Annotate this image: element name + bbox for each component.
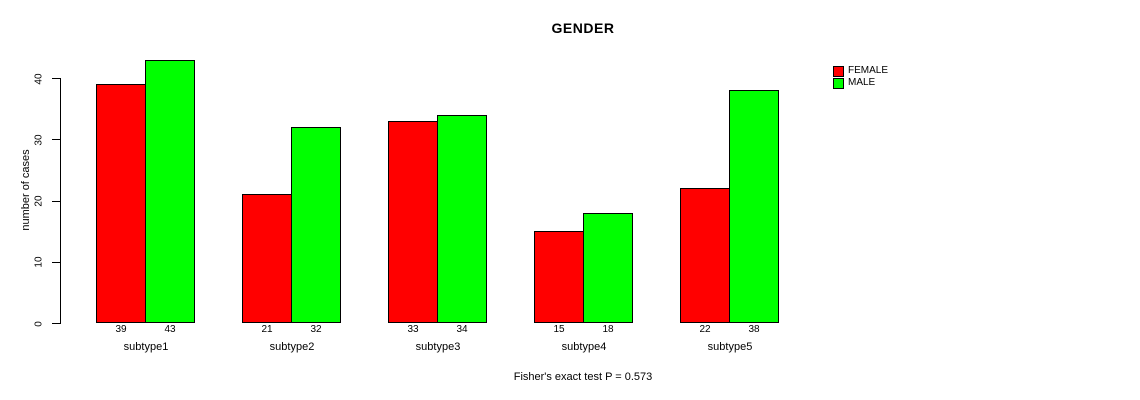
bar-male-subtype5 [729,90,779,323]
bar-female-subtype3 [388,121,438,323]
y-axis-line [60,78,61,324]
bar-value-label-male-subtype2: 32 [310,324,322,335]
x-category-label-subtype1: subtype1 [123,341,169,353]
bar-female-subtype2 [242,194,292,323]
bar-value-label-female-subtype3: 33 [407,324,419,335]
x-category-label-subtype3: subtype3 [415,341,461,353]
y-tick-label-40: 40 [33,72,45,85]
legend-label-male: MALE [848,77,876,88]
y-tick-10 [52,261,60,263]
bar-value-label-female-subtype2: 21 [261,324,273,335]
y-tick-label-30: 30 [33,134,45,146]
bar-male-subtype3 [437,115,487,323]
bar-value-label-female-subtype5: 22 [699,324,711,335]
chart-title: GENDER [551,20,615,36]
legend: FEMALE MALE [833,65,888,89]
legend-item-male: MALE [833,77,888,89]
y-tick-label-10: 10 [33,256,45,268]
bar-female-subtype4 [534,231,584,323]
x-category-label-subtype4: subtype4 [561,341,607,353]
bar-male-subtype1 [145,60,195,323]
legend-item-female: FEMALE [833,65,888,77]
bar-value-label-male-subtype3: 34 [456,324,468,335]
bar-value-label-female-subtype4: 15 [553,324,565,335]
legend-label-female: FEMALE [848,65,889,76]
bar-value-label-female-subtype1: 39 [115,324,127,335]
bar-male-subtype4 [583,213,633,323]
y-tick-40 [52,78,60,79]
y-tick-label-0: 0 [33,320,45,327]
x-category-label-subtype2: subtype2 [269,341,315,353]
bar-value-label-male-subtype1: 43 [164,324,176,335]
y-tick-0 [52,323,60,324]
caption-fisher-exact-test: Fisher's exact test P = 0.573 [513,371,653,383]
y-tick-label-20: 20 [33,195,45,207]
bar-male-subtype2 [291,127,341,323]
y-axis-title: number of cases [20,149,32,231]
bar-female-subtype5 [680,188,730,323]
bar-female-subtype1 [96,84,146,323]
legend-swatch-female [833,65,844,77]
x-category-label-subtype5: subtype5 [707,341,753,353]
bar-value-label-male-subtype5: 38 [748,324,760,335]
bar-value-label-male-subtype4: 18 [602,324,614,335]
legend-swatch-male [833,77,844,89]
y-tick-20 [52,200,60,202]
y-tick-30 [52,139,60,141]
